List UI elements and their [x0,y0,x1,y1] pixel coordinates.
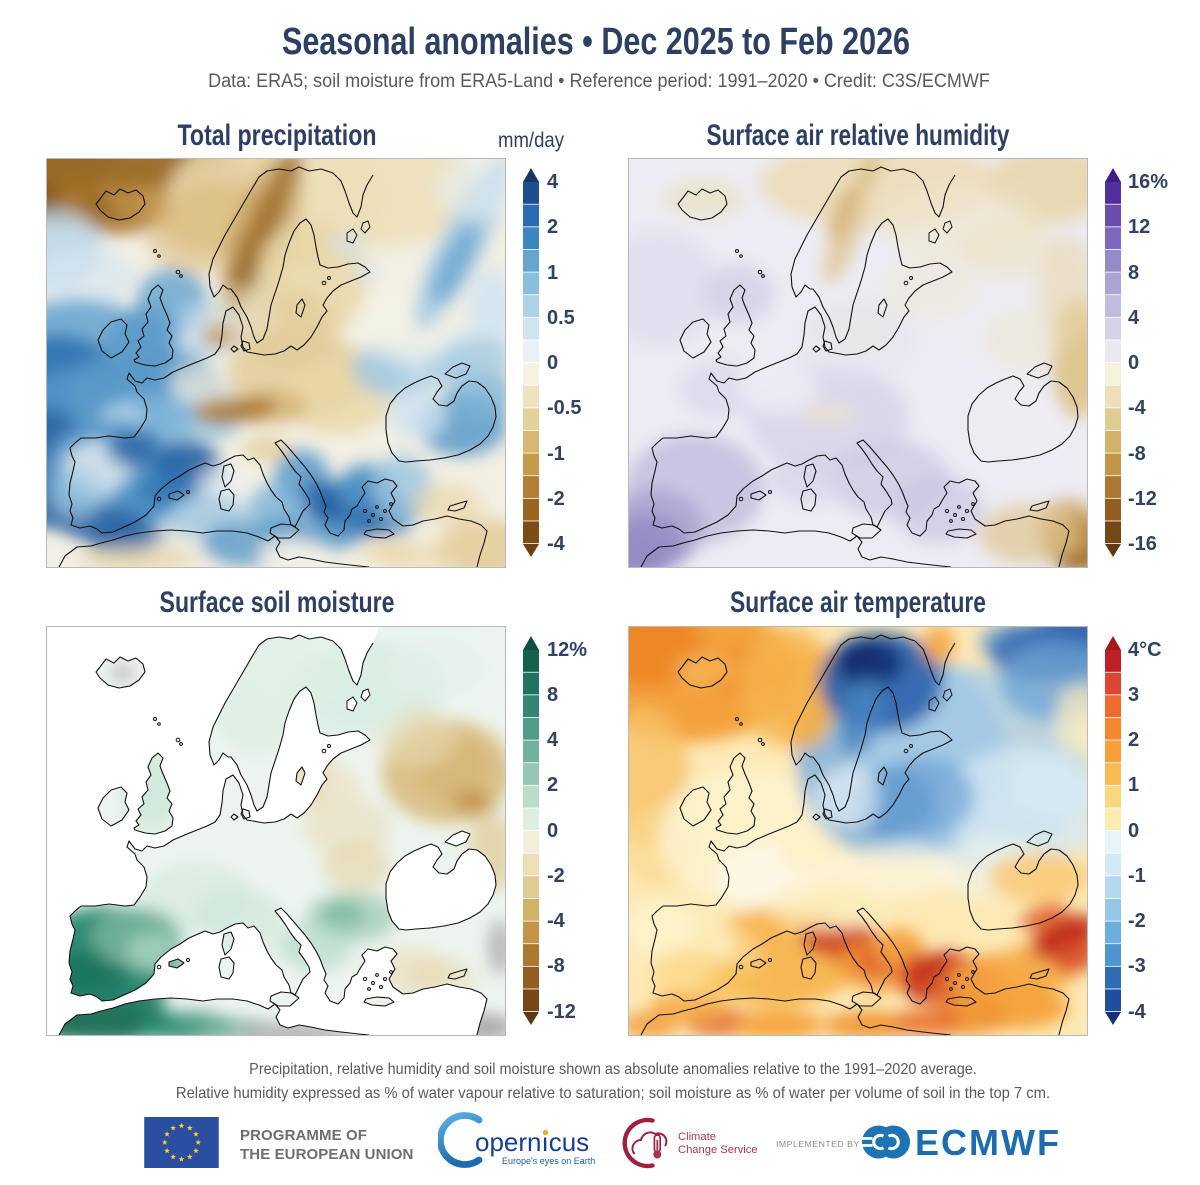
svg-text:Climate: Climate [678,1131,716,1143]
svg-text:ECMWF: ECMWF [915,1122,1061,1163]
svg-text:opernıcus: opernıcus [475,1127,589,1157]
svg-text:Europe's eyes on Earth: Europe's eyes on Earth [502,1156,595,1166]
svg-text:Change Service: Change Service [678,1144,758,1156]
